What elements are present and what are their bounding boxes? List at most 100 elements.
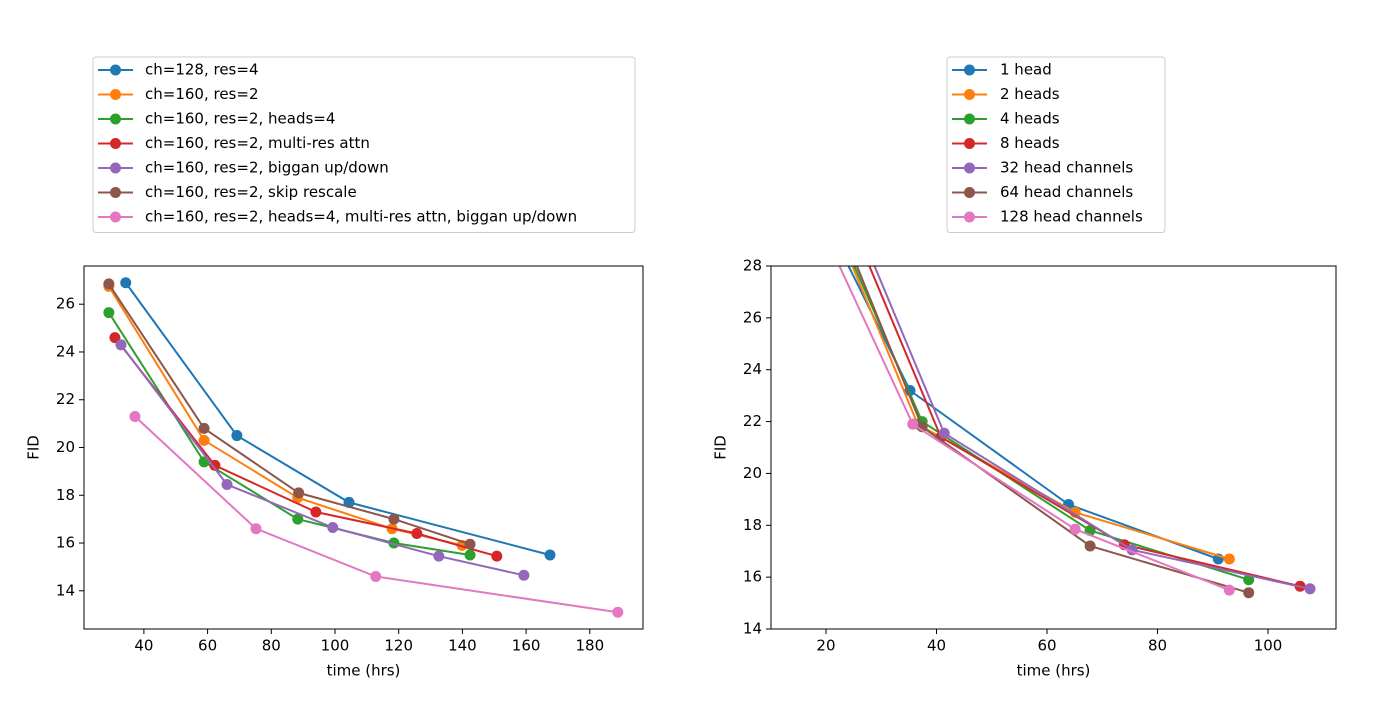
legend-label: ch=160, res=2 — [145, 85, 258, 103]
x-tick-label: 40 — [927, 637, 946, 655]
legend-marker — [964, 89, 975, 100]
axes-frame — [83, 265, 644, 630]
series-line — [114, 336, 498, 558]
series-line — [107, 283, 471, 546]
legend-marker — [964, 162, 975, 174]
y-tick-label: 24 — [743, 360, 762, 378]
point — [129, 410, 141, 422]
y-tick-label: 16 — [743, 568, 762, 586]
series-line — [134, 415, 618, 614]
y-tick-label: 24 — [56, 342, 75, 360]
legend-label: ch=160, res=2, heads=4 — [145, 110, 335, 128]
y-axis-label: FID — [25, 435, 43, 460]
point — [907, 418, 919, 430]
legend-label: ch=160, res=2, skip rescale — [145, 183, 357, 201]
point — [198, 422, 210, 434]
legend-marker — [964, 64, 975, 76]
point — [327, 522, 339, 534]
legend-marker — [110, 138, 121, 149]
point — [411, 527, 423, 539]
legend-label: 64 head channels — [1000, 183, 1133, 201]
x-axis-label: time (hrs) — [327, 662, 401, 680]
point — [804, 196, 815, 207]
series-line — [868, 266, 1301, 588]
point — [464, 538, 476, 550]
series-line — [855, 266, 1249, 594]
y-tick-label: 14 — [743, 620, 762, 638]
point — [1084, 540, 1096, 552]
legend-label: 1 head — [1000, 61, 1052, 79]
legend-label: ch=160, res=2, multi-res attn — [145, 134, 370, 152]
point — [370, 570, 382, 582]
x-tick-label: 20 — [816, 637, 835, 655]
point — [388, 513, 400, 525]
legend-marker — [964, 138, 975, 149]
x-tick-label: 80 — [262, 637, 281, 655]
y-tick-label: 22 — [743, 412, 762, 430]
y-axis-label: FID — [712, 435, 730, 460]
point — [544, 549, 556, 561]
y-tick-label: 28 — [743, 257, 762, 275]
y-tick-label: 26 — [56, 295, 75, 313]
x-tick-label: 100 — [1254, 637, 1283, 655]
y-tick-label: 20 — [56, 438, 75, 456]
point — [1243, 587, 1255, 599]
point — [1069, 523, 1081, 535]
x-tick-label: 160 — [512, 637, 541, 655]
point — [1223, 584, 1235, 596]
series-line — [838, 266, 1230, 592]
series-line — [107, 285, 463, 547]
point — [103, 278, 115, 290]
point — [293, 487, 305, 499]
point — [231, 430, 243, 442]
x-tick-label: 40 — [134, 637, 153, 655]
point — [209, 459, 221, 471]
x-tick-label: 80 — [1148, 637, 1167, 655]
y-tick-label: 14 — [56, 581, 75, 599]
axes-frame — [770, 265, 1337, 630]
legend-marker — [110, 187, 121, 198]
point — [491, 550, 503, 562]
legend-label: 2 heads — [1000, 85, 1060, 103]
series-line — [107, 312, 471, 556]
point — [103, 307, 115, 319]
point — [809, 157, 820, 168]
point — [612, 606, 624, 618]
legend-marker — [964, 211, 975, 223]
point — [115, 339, 127, 351]
plot-area — [804, 157, 1316, 599]
series-line — [124, 282, 551, 556]
y-tick-label: 20 — [743, 464, 762, 482]
legend-label: 4 heads — [1000, 110, 1060, 128]
legend-marker — [110, 162, 121, 174]
point — [518, 569, 530, 581]
point — [1223, 553, 1235, 565]
point — [310, 506, 322, 518]
point — [807, 188, 818, 199]
legend-marker — [964, 113, 975, 125]
legend-box — [92, 56, 636, 233]
legend-marker — [110, 64, 121, 76]
point — [809, 170, 820, 181]
point — [820, 157, 831, 168]
y-tick-label: 26 — [743, 308, 762, 326]
point — [221, 479, 233, 491]
legend-label: 8 heads — [1000, 134, 1060, 152]
series-line — [847, 266, 1219, 560]
legend-label: ch=128, res=4 — [145, 61, 258, 79]
legend-label: ch=160, res=2, heads=4, multi-res attn, … — [145, 208, 577, 226]
point — [464, 549, 476, 561]
plot-area — [103, 277, 624, 618]
point — [433, 550, 445, 562]
y-tick-label: 18 — [743, 516, 762, 534]
legend-marker — [964, 187, 975, 198]
point — [198, 434, 210, 446]
series-line — [853, 266, 1249, 581]
y-tick-label: 22 — [56, 390, 75, 408]
legend-marker — [110, 211, 121, 223]
series-line — [851, 266, 1230, 560]
legend-marker — [110, 113, 121, 125]
legend-label: 32 head channels — [1000, 159, 1133, 177]
point — [292, 513, 304, 525]
